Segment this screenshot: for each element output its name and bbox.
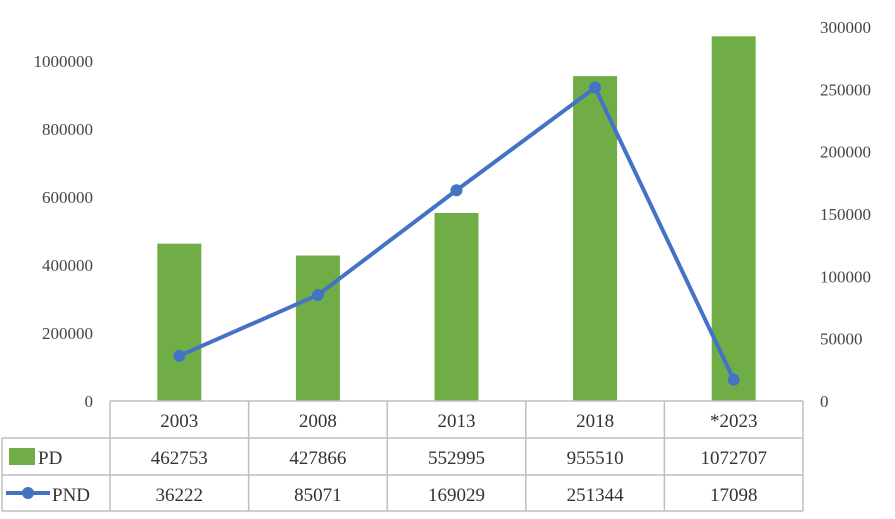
right-tick-label: 0 <box>820 392 829 411</box>
pnd-point <box>589 81 602 94</box>
right-tick-label: 300000 <box>820 18 871 37</box>
category-label: 2003 <box>160 411 198 432</box>
pnd-value-cell: 17098 <box>710 485 758 506</box>
pd-bar <box>157 243 202 401</box>
pnd-value-cell: 85071 <box>294 485 342 506</box>
right-tick-label: 100000 <box>820 267 871 286</box>
pd-bar <box>434 212 479 401</box>
pd-bars <box>157 36 756 402</box>
left-tick-label: 600000 <box>42 188 93 207</box>
pnd-point <box>450 184 463 197</box>
legend-pnd-label: PND <box>52 485 90 506</box>
right-tick-label: 50000 <box>820 330 863 349</box>
pd-value-cell: 427866 <box>289 448 346 469</box>
right-tick-label: 200000 <box>820 143 871 162</box>
category-label: 2008 <box>299 411 337 432</box>
left-tick-label: 0 <box>85 392 94 411</box>
pnd-point <box>727 373 740 386</box>
pd-value-cell: 955510 <box>567 448 624 469</box>
category-label: *2023 <box>710 411 758 432</box>
pd-value-cell: 462753 <box>151 448 208 469</box>
pd-bar <box>573 76 618 402</box>
legend-pnd-marker <box>22 487 34 499</box>
pd-value-cell: 1072707 <box>700 448 767 469</box>
pnd-line <box>173 81 740 386</box>
left-tick-label: 800000 <box>42 120 93 139</box>
left-tick-label: 1000000 <box>34 52 94 71</box>
data-table: 2003 2008 2013 2018 *2023 PD 462753 427866 55299… <box>1 400 804 512</box>
right-tick-label: 250000 <box>820 80 871 99</box>
pd-value-cell: 552995 <box>428 448 485 469</box>
legend-pd-swatch <box>9 448 35 465</box>
pnd-value-cell: 169029 <box>428 485 485 506</box>
pd-bar <box>295 255 340 401</box>
right-tick-label: 150000 <box>820 205 871 224</box>
pnd-point <box>311 288 324 301</box>
category-label: 2018 <box>576 411 614 432</box>
right-axis-ticks: 0 50000 100000 150000 200000 250000 300000 <box>820 18 871 411</box>
left-axis-ticks: 0 200000 400000 600000 800000 1000000 <box>34 52 94 411</box>
pnd-point <box>173 349 186 362</box>
pnd-value-cell: 251344 <box>567 485 625 506</box>
left-tick-label: 400000 <box>42 256 93 275</box>
pd-bar <box>711 36 756 401</box>
legend-pd-label: PD <box>38 448 62 469</box>
pnd-value-cell: 36222 <box>156 485 204 506</box>
category-label: 2013 <box>438 411 476 432</box>
left-tick-label: 200000 <box>42 324 93 343</box>
